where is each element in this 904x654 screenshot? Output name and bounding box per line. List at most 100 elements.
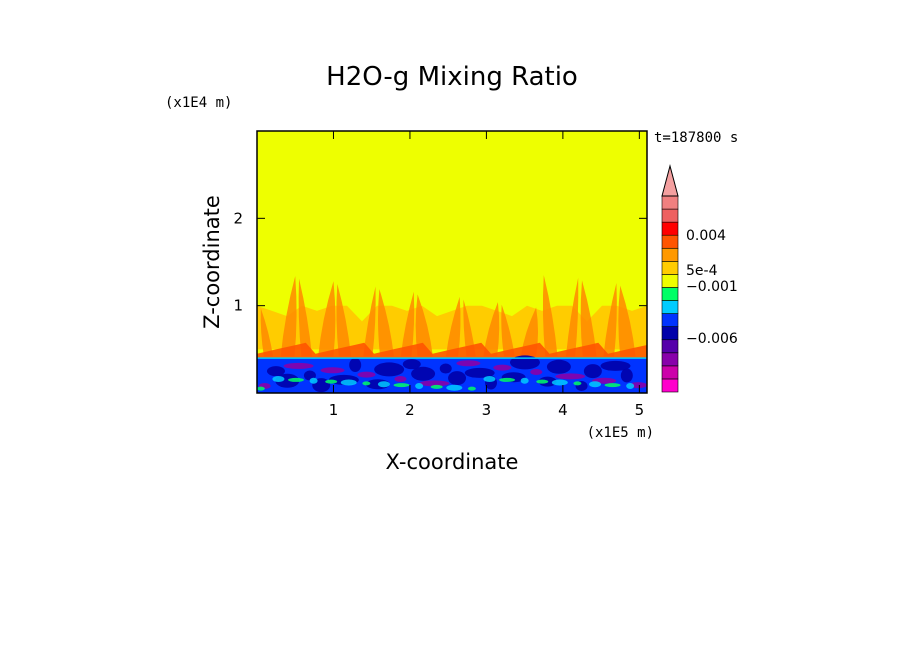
- plume: [415, 294, 433, 357]
- y-tick-label: 2: [233, 209, 243, 227]
- bottom-speckle: [362, 381, 371, 386]
- colorbar-swatch: [661, 313, 679, 327]
- blue-layer-patch: [456, 360, 481, 367]
- colorbar-swatch: [661, 234, 679, 249]
- bottom-speckle: [499, 377, 516, 382]
- blue-layer-patch: [419, 380, 450, 387]
- colorbar-swatch: [661, 221, 679, 236]
- x-tick-label: 2: [405, 401, 415, 419]
- plume: [280, 275, 297, 357]
- colorbar-label: −0.001: [686, 279, 738, 295]
- plume: [580, 280, 597, 357]
- plume: [318, 281, 336, 357]
- plume: [501, 304, 515, 357]
- blue-layer-patch: [283, 362, 314, 369]
- plume: [260, 308, 274, 357]
- blue-layer-patch: [357, 371, 376, 378]
- colorbar-swatch: [661, 274, 679, 288]
- bottom-speckle: [589, 381, 601, 388]
- colorbar-swatch: [661, 339, 679, 354]
- plume: [542, 275, 558, 357]
- blue-layer-patch: [600, 360, 631, 371]
- blue-layer-patch: [509, 355, 540, 370]
- x-axis-label: X-coordinate: [386, 450, 519, 474]
- plume: [618, 285, 636, 357]
- bottom-speckle: [377, 381, 390, 388]
- colorbar-extension-arrow: [661, 164, 679, 197]
- bottom-speckle: [573, 381, 582, 386]
- colorbar-labels: 0.004 5e-4−0.001 −0.006: [686, 228, 738, 347]
- colorbar: [661, 164, 679, 393]
- y-axis-label: Z-coordinate: [200, 195, 224, 329]
- bottom-speckle: [288, 377, 304, 382]
- blue-layer-patch: [411, 366, 436, 381]
- bottom-speckle: [257, 386, 265, 391]
- colorbar-swatch: [661, 365, 679, 380]
- x-tick-label: 5: [635, 401, 645, 419]
- colorbar-label: 0.004: [686, 228, 726, 244]
- blue-layer-patch: [266, 366, 285, 377]
- bottom-speckle: [604, 383, 621, 388]
- colorbar-label: 5e-4: [686, 263, 718, 279]
- bottom-speckle: [393, 383, 410, 388]
- plot-frame: [256, 130, 648, 394]
- y-tick-label: 1: [233, 297, 243, 315]
- blue-layer-patch: [402, 359, 421, 370]
- colorbar-swatch: [661, 378, 679, 393]
- x-tick-label: 4: [558, 401, 568, 419]
- blue-layer-patch: [620, 368, 633, 383]
- x-multiplier-label: (x1E5 m): [587, 425, 654, 441]
- colorbar-label: −0.006: [686, 331, 738, 347]
- plume: [445, 296, 461, 357]
- plume: [603, 282, 617, 357]
- colorbar-swatch: [661, 247, 679, 262]
- bottom-speckle: [520, 377, 529, 384]
- plume: [483, 302, 500, 357]
- x-tick-label: 1: [329, 401, 339, 419]
- colorbar-swatch: [661, 287, 679, 301]
- blue-layer-patch: [546, 359, 571, 374]
- y-axis-ticks: 12: [233, 209, 647, 315]
- plume: [463, 299, 476, 357]
- blue-layer-patch: [555, 373, 586, 380]
- bottom-speckle: [325, 379, 338, 384]
- blue-layer-patch: [530, 369, 543, 376]
- time-label: t=187800 s: [654, 130, 738, 146]
- colorbar-swatch: [661, 195, 679, 210]
- bottom-speckle: [340, 379, 357, 386]
- bottom-speckle: [415, 383, 424, 390]
- x-axis-ticks: 1 2 3 4 5: [329, 131, 644, 419]
- colorbar-swatch: [661, 352, 679, 367]
- plume: [565, 277, 579, 357]
- bottom-speckle: [309, 377, 318, 384]
- bottom-speckle: [483, 376, 496, 383]
- colorbar-swatch: [661, 326, 679, 341]
- colorbar-swatch: [661, 261, 679, 275]
- plume: [298, 278, 313, 357]
- bottom-speckle: [467, 386, 476, 391]
- red-interface-layer: [257, 342, 647, 359]
- bottom-speckle: [430, 384, 443, 389]
- plume: [520, 307, 539, 357]
- bottom-speckle: [446, 384, 463, 391]
- blue-layer-patch: [394, 376, 407, 383]
- bottom-speckle: [272, 376, 285, 383]
- plume: [377, 289, 394, 357]
- contour-field: [257, 131, 647, 393]
- plume: [336, 283, 352, 357]
- plume: [400, 291, 415, 357]
- blue-layer-patch: [583, 364, 602, 379]
- blue-layer-patch: [349, 358, 362, 373]
- bottom-speckle: [626, 383, 635, 390]
- blue-layer-patch: [493, 364, 512, 371]
- x-tick-label: 3: [482, 401, 492, 419]
- colorbar-swatch: [661, 300, 679, 314]
- plume: [363, 286, 376, 357]
- blue-layer-patch: [374, 362, 405, 377]
- blue-layer-patch: [439, 363, 452, 374]
- blue-layer-patch: [320, 367, 345, 374]
- blue-layer-patch: [448, 371, 467, 386]
- bottom-speckle: [551, 379, 568, 386]
- colorbar-swatch: [661, 208, 679, 223]
